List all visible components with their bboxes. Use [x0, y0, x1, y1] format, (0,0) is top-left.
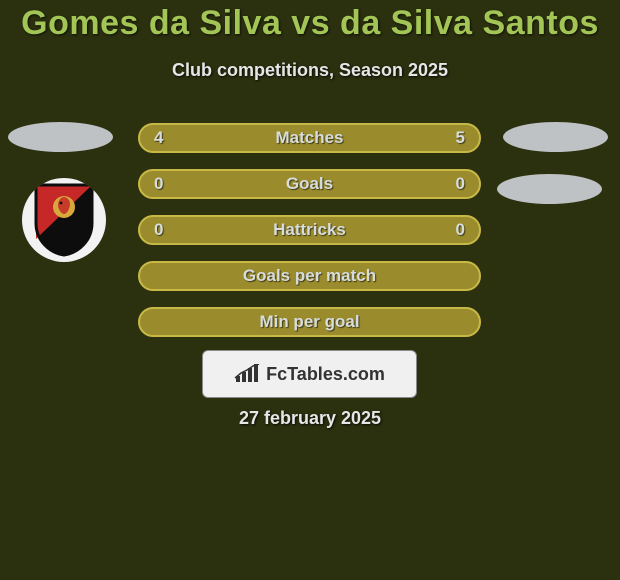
stat-left-value: 4 — [140, 128, 180, 148]
branding-box: FcTables.com — [202, 350, 417, 398]
stat-row-matches: 4 Matches 5 — [138, 123, 481, 153]
stat-label: Goals — [180, 174, 439, 194]
page-title: Gomes da Silva vs da Silva Santos — [0, 4, 620, 43]
stat-label: Hattricks — [180, 220, 439, 240]
player-photo-right-placeholder — [503, 122, 608, 152]
infographic-canvas: Gomes da Silva vs da Silva Santos Club c… — [0, 0, 620, 580]
club-badge-right-placeholder — [497, 174, 602, 204]
stat-label: Goals per match — [180, 266, 439, 286]
stat-row-goals-per-match: Goals per match — [138, 261, 481, 291]
stat-right-value: 5 — [439, 128, 479, 148]
branding-text: FcTables.com — [266, 364, 385, 385]
date-text: 27 february 2025 — [0, 408, 620, 429]
stat-row-min-per-goal: Min per goal — [138, 307, 481, 337]
stat-left-value: 0 — [140, 174, 180, 194]
stat-row-goals: 0 Goals 0 — [138, 169, 481, 199]
stat-left-value: 0 — [140, 220, 180, 240]
bar-chart-icon — [234, 364, 260, 384]
stat-label: Min per goal — [180, 312, 439, 332]
subtitle: Club competitions, Season 2025 — [0, 60, 620, 81]
stat-label: Matches — [180, 128, 439, 148]
stat-right-value: 0 — [439, 220, 479, 240]
club-badge-left — [22, 178, 106, 262]
stat-right-value: 0 — [439, 174, 479, 194]
stat-row-hattricks: 0 Hattricks 0 — [138, 215, 481, 245]
player-photo-left-placeholder — [8, 122, 113, 152]
shield-icon — [34, 183, 94, 257]
